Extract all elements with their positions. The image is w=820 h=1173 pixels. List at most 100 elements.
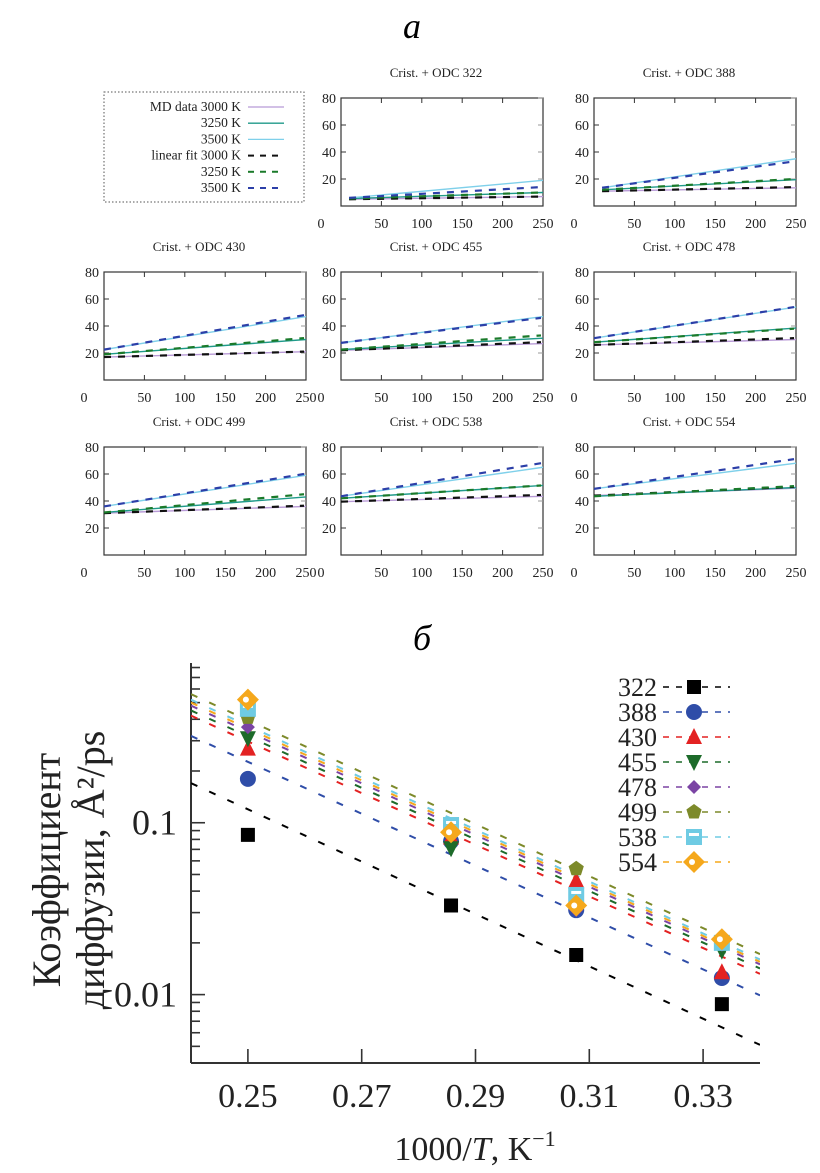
x-tick-label: 100 [664, 391, 685, 406]
x-label-main: 1000/ [394, 1131, 472, 1168]
fit-line-499 [191, 693, 760, 956]
fit-line-322 [191, 782, 760, 1046]
fit-line-455 [191, 709, 760, 970]
series-linear-fit-3500-k [601, 160, 795, 189]
fit-lines [191, 693, 760, 1046]
y-tick-label: 80 [322, 92, 336, 107]
y-tick-label: 20 [575, 347, 589, 362]
x-tick-label: 150 [452, 391, 473, 406]
x-label-t: T [472, 1131, 493, 1168]
legend-entry-label: 554 [618, 848, 657, 877]
series-linear-fit-3500-k [340, 316, 542, 344]
data-point-554-inner [716, 936, 723, 943]
subplot-odc-538: Crist. + ODC 538 20 40 60 80 0 50 100 150 200 250 [318, 414, 554, 581]
y-tick-label: 80 [575, 441, 589, 456]
series-linear-fit-3250-k [593, 327, 795, 344]
series-linear-fit-3500-k [340, 462, 542, 498]
data-point-499 [568, 860, 584, 876]
x-tick-label: 200 [492, 217, 513, 232]
x-tick-label: 50 [137, 391, 151, 406]
data-point-430 [568, 871, 585, 888]
data-point-322 [444, 898, 459, 913]
y-tick-label: 40 [575, 320, 589, 335]
legend-entry-label: 455 [618, 748, 657, 777]
subplot-title: Crist. + ODC 538 [390, 414, 483, 429]
y-tick-label: 40 [575, 146, 589, 161]
legend-entry-label: 478 [618, 773, 657, 802]
series-linear-fit-3500-k [103, 472, 305, 508]
subplot-frame [340, 271, 544, 381]
x-tick-label: 0 [571, 217, 578, 232]
series-linear-fit-3250-k [340, 334, 542, 351]
data-point-430 [713, 963, 730, 980]
fit-line-554 [191, 701, 760, 963]
series-linear-fit-3000-k [602, 186, 795, 193]
x-tick-label: 150 [452, 217, 473, 232]
fit-line-388 [191, 735, 760, 997]
x-tick-label: 150 [452, 566, 473, 581]
y-tick-label: 60 [575, 293, 589, 308]
y-tick-label: 20 [575, 522, 589, 537]
series-linear-fit-3000-k [593, 337, 795, 346]
data-point-430 [239, 739, 256, 756]
subplot-title: Crist. + ODC 455 [390, 239, 483, 254]
y-tick-label: 40 [575, 495, 589, 510]
x-tick-label: 100 [174, 566, 195, 581]
y-tick-label: 40 [322, 320, 336, 335]
x-tick-label: 0.27 [332, 1078, 392, 1115]
x-tick-label: 250 [786, 217, 807, 232]
legend-entry-label: 322 [618, 673, 657, 702]
y-tick-label: 60 [85, 468, 99, 483]
y-tick-label: 60 [575, 119, 589, 134]
series-linear-fit-3000-k [340, 493, 542, 503]
data-point-554-inner [571, 902, 578, 909]
y-tick-label: 0.01 [114, 975, 177, 1015]
subplot-odc-554: Crist. + ODC 554 20 40 60 80 0 50 100 150 200 250 [571, 414, 807, 581]
x-tick-label: 150 [705, 391, 726, 406]
x-tick-label: 0.29 [446, 1078, 506, 1115]
data-point-322 [714, 997, 729, 1012]
subplot-frame [593, 271, 797, 381]
series-linear-fit-3500-k [593, 458, 795, 490]
x-tick-label: 0.33 [673, 1078, 733, 1115]
data-point-554-inner [242, 696, 249, 703]
x-tick-label: 200 [492, 566, 513, 581]
series-linear-fit-3000-k [103, 350, 305, 359]
x-axis-label: 1000/T, K−1 [394, 1126, 555, 1168]
legend-entry-marker [687, 780, 701, 794]
fit-line-538 [191, 698, 760, 961]
x-tick-label: 150 [705, 566, 726, 581]
y-tick-label: 60 [322, 119, 336, 134]
legend-frame [103, 91, 305, 203]
x-tick-label: 200 [255, 566, 276, 581]
subplot-title: Crist. + ODC 478 [643, 239, 736, 254]
x-tick-label: 200 [492, 391, 513, 406]
x-tick-label: 200 [255, 391, 276, 406]
x-tick-label: 250 [296, 391, 317, 406]
legend-entry-label: MD data 3000 K [150, 99, 241, 114]
legend-entry-label: 3500 K [201, 180, 241, 195]
data-point-538-inner [571, 890, 582, 894]
x-tick-label: 100 [664, 217, 685, 232]
subplot-title: Crist. + ODC 430 [153, 239, 246, 254]
x-tick-label: 100 [174, 391, 195, 406]
series-linear-fit-3000-k [103, 504, 305, 515]
y-tick-label: 60 [322, 293, 336, 308]
legend-entry-marker [686, 728, 702, 744]
y-tick-label: 40 [85, 495, 99, 510]
x-tick-label: 0.25 [218, 1078, 278, 1115]
y-tick-label: 80 [85, 266, 99, 281]
legend-entry-label: linear fit 3000 K [151, 148, 241, 163]
x-tick-label: 250 [533, 217, 554, 232]
x-label-unit: , K [491, 1131, 533, 1168]
x-tick-label: 50 [627, 217, 641, 232]
series-linear-fit-3500-k [349, 186, 542, 199]
series-linear-fit-3250-k [103, 337, 305, 356]
x-tick-label: 50 [137, 566, 151, 581]
y-tick-label: 20 [322, 173, 336, 188]
y-tick-label: 20 [322, 522, 336, 537]
subplot-odc-388: Crist. + ODC 388 20 40 60 80 0 50 100 150 200 250 [571, 65, 807, 232]
